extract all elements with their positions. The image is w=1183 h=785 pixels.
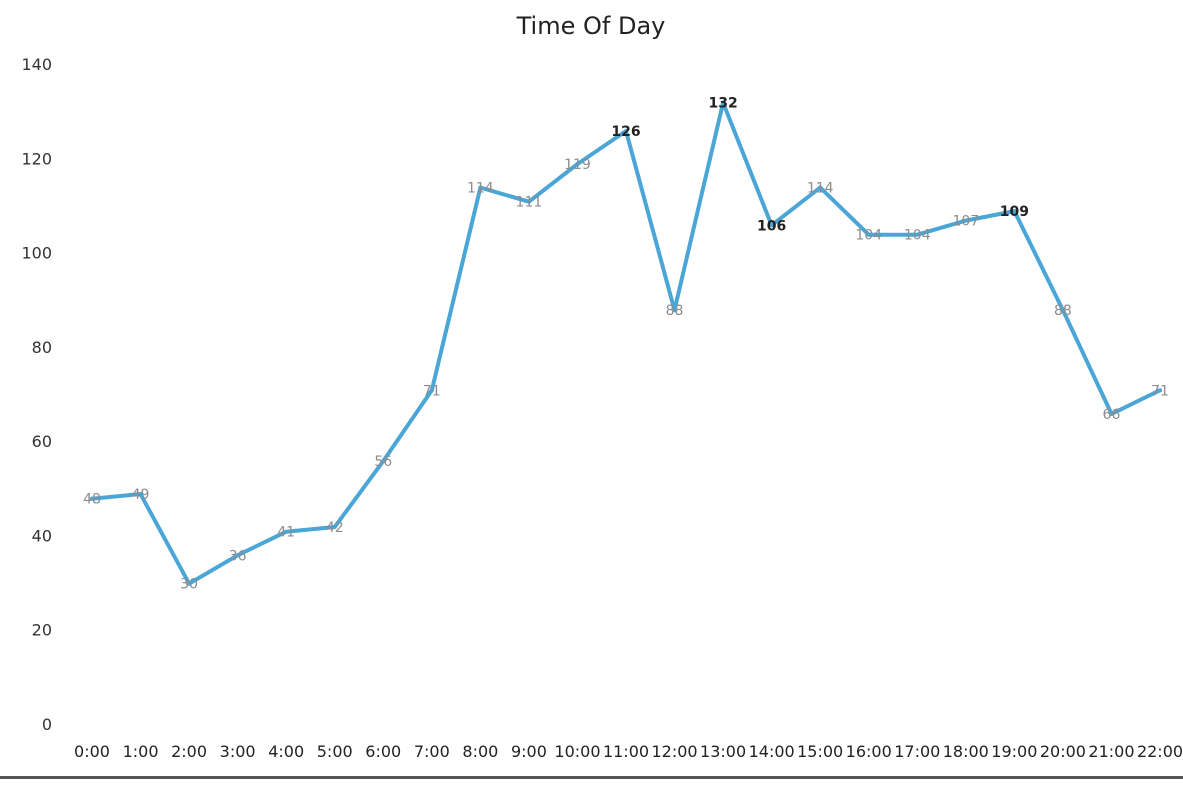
data-point bbox=[624, 129, 628, 133]
data-label: 56 bbox=[374, 454, 392, 470]
data-point bbox=[90, 496, 94, 501]
data-label: 109 bbox=[1000, 204, 1029, 220]
data-label: 30 bbox=[180, 577, 198, 593]
data-label: 88 bbox=[666, 303, 684, 319]
data-label: 119 bbox=[564, 157, 591, 173]
x-tick-label: 22:00 bbox=[1137, 742, 1183, 761]
data-label: 48 bbox=[83, 492, 101, 508]
data-point bbox=[429, 388, 434, 393]
y-tick-label: 100 bbox=[21, 244, 52, 263]
data-point bbox=[672, 308, 677, 313]
data-point bbox=[866, 232, 871, 237]
data-label: 111 bbox=[516, 195, 543, 211]
data-point bbox=[1158, 388, 1162, 393]
x-tick-label: 18:00 bbox=[943, 742, 989, 761]
x-axis-ticks: 0:00 1:00 2:00 3:00 4:00 5:00 6:00 7:00 8:00 9:00… bbox=[74, 742, 1183, 761]
x-tick-label: 20:00 bbox=[1040, 742, 1086, 761]
data-point bbox=[187, 581, 192, 586]
x-tick-label: 4:00 bbox=[268, 742, 304, 761]
y-tick-label: 0 bbox=[42, 715, 52, 734]
data-point bbox=[1012, 209, 1017, 214]
data-label: 71 bbox=[1151, 383, 1169, 399]
data-label: 132 bbox=[708, 96, 737, 112]
data-label: 126 bbox=[611, 124, 640, 140]
x-tick-label: 7:00 bbox=[414, 742, 450, 761]
data-label: 66 bbox=[1103, 407, 1121, 423]
data-label: 114 bbox=[467, 181, 494, 197]
y-tick-label: 60 bbox=[32, 432, 52, 451]
data-point bbox=[381, 459, 386, 463]
data-point bbox=[963, 218, 968, 223]
x-tick-label: 19:00 bbox=[991, 742, 1037, 761]
data-point bbox=[235, 553, 240, 558]
x-tick-label: 2:00 bbox=[171, 742, 207, 761]
y-tick-label: 140 bbox=[21, 55, 52, 74]
chart-title: Time Of Day bbox=[516, 12, 666, 40]
x-tick-label: 1:00 bbox=[123, 742, 159, 761]
x-tick-label: 8:00 bbox=[462, 742, 498, 761]
data-point bbox=[526, 199, 531, 204]
data-point bbox=[332, 525, 337, 529]
x-tick-label: 21:00 bbox=[1088, 742, 1134, 761]
data-point bbox=[478, 185, 483, 190]
data-label: 104 bbox=[904, 228, 931, 244]
x-tick-label: 9:00 bbox=[511, 742, 547, 761]
x-tick-label: 0:00 bbox=[74, 742, 110, 761]
data-point bbox=[818, 185, 823, 190]
x-tick-label: 6:00 bbox=[365, 742, 401, 761]
data-point bbox=[138, 492, 143, 496]
data-label: 41 bbox=[277, 525, 295, 541]
data-point bbox=[284, 529, 289, 534]
x-tick-label: 5:00 bbox=[317, 742, 353, 761]
data-label: 36 bbox=[229, 548, 247, 564]
bottom-divider bbox=[0, 776, 1183, 779]
data-label: 49 bbox=[132, 487, 150, 503]
y-tick-label: 120 bbox=[21, 149, 52, 168]
data-label: 107 bbox=[952, 214, 979, 230]
data-label: 104 bbox=[855, 228, 882, 244]
data-label: 106 bbox=[757, 218, 786, 234]
y-tick-label: 80 bbox=[32, 338, 52, 357]
x-tick-label: 14:00 bbox=[749, 742, 795, 761]
series-time-of-day bbox=[90, 100, 1162, 586]
data-label: 114 bbox=[807, 181, 834, 197]
series-line bbox=[90, 100, 1162, 586]
x-tick-label: 3:00 bbox=[220, 742, 256, 761]
data-point bbox=[1109, 411, 1114, 416]
y-tick-label: 40 bbox=[32, 526, 52, 545]
x-tick-label: 12:00 bbox=[651, 742, 697, 761]
data-label: 71 bbox=[423, 383, 441, 399]
data-point bbox=[575, 162, 580, 166]
y-axis-ticks: 0 20 40 60 80 100 120 140 bbox=[21, 55, 52, 734]
x-tick-label: 15:00 bbox=[797, 742, 843, 761]
data-label: 42 bbox=[326, 520, 344, 536]
data-point bbox=[915, 232, 920, 237]
x-tick-label: 10:00 bbox=[554, 742, 600, 761]
data-label: 88 bbox=[1054, 303, 1072, 319]
x-tick-label: 17:00 bbox=[894, 742, 940, 761]
x-tick-label: 16:00 bbox=[846, 742, 892, 761]
data-point bbox=[769, 223, 774, 228]
x-tick-label: 13:00 bbox=[700, 742, 746, 761]
data-point bbox=[1060, 308, 1065, 313]
data-labels: 48 49 30 36 41 42 56 71 114 111 119 126 88 132 106 114 1… bbox=[83, 96, 1169, 593]
x-tick-label: 11:00 bbox=[603, 742, 649, 761]
y-tick-label: 20 bbox=[32, 621, 52, 640]
data-point bbox=[721, 100, 726, 105]
